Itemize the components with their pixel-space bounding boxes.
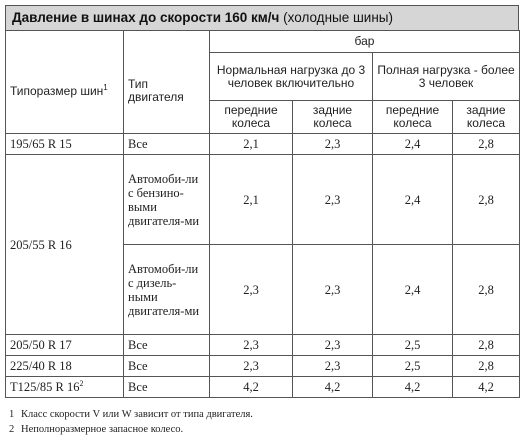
cell-engine: Все: [123, 376, 210, 398]
header-front-full: передние колеса: [372, 100, 453, 134]
table-row: 195/65 R 15 Все 2,1 2,3 2,4 2,8: [5, 133, 521, 155]
footnotes: 1 Класс скорости V или W зависит от типа …: [9, 407, 253, 437]
table-row: Автомоби-ли с дизель-ными двигателя-ми 2…: [6, 244, 521, 335]
cell-value: 2,1: [209, 133, 293, 155]
cell-engine: Все: [123, 355, 210, 377]
cell-value: 2,3: [292, 334, 373, 356]
title-normal: (холодные шины): [279, 10, 394, 25]
cell-size: 195/65 R 15: [5, 133, 124, 155]
cell-value: 2,3: [209, 355, 293, 377]
cell-value: 2,3: [292, 154, 373, 245]
header-rear-normal: задние колеса: [292, 100, 373, 134]
cell-value: 2,8: [451, 133, 521, 155]
cell-engine: Автомоби-ли с дизель-ными двигателя-ми: [123, 244, 210, 335]
table-row: T125/85 R 162 Все 4,2 4,2 4,2 4,2: [5, 376, 521, 398]
title-bold: Давление в шинах до скорости 160 км/ч: [12, 10, 280, 25]
header-rear-full: задние колеса: [451, 100, 521, 134]
cell-size: 205/55 R 16: [5, 154, 124, 335]
table-row: 225/40 R 18 Все 2,3 2,3 2,5 2,8: [5, 355, 521, 377]
cell-value: 2,1: [209, 154, 293, 245]
cell-size: T125/85 R 162: [5, 376, 124, 398]
cell-value: 2,8: [451, 334, 521, 356]
cell-size: 205/50 R 17: [5, 334, 124, 356]
cell-value: 2,8: [451, 355, 521, 377]
cell-engine: Все: [123, 334, 210, 356]
table-title: Давление в шинах до скорости 160 км/ч (х…: [5, 5, 519, 30]
cell-value: 2,8: [451, 154, 521, 245]
cell-value: 4,2: [372, 376, 453, 398]
footnote: 2 Неполноразмерное запасное колесо.: [9, 424, 184, 435]
cell-value: 4,2: [209, 376, 293, 398]
cell-value: 2,3: [292, 244, 373, 335]
header-row-load: Нормальная нагрузка до 3 человек включит…: [6, 52, 521, 101]
cell-value: 2,5: [372, 334, 453, 356]
cell-value: 2,5: [372, 355, 453, 377]
cell-value: 2,8: [451, 244, 521, 335]
cell-value: 2,3: [209, 334, 293, 356]
table-row: 205/50 R 17 Все 2,3 2,3 2,5 2,8: [5, 334, 521, 356]
header-full-load: Полная нагрузка - более 3 человек: [371, 52, 521, 101]
pressure-table-container: Давление в шинах до скорости 160 км/ч (х…: [5, 5, 521, 398]
cell-engine: Автомоби-ли с бензино-выми двигателя-ми: [123, 154, 210, 245]
cell-value: 4,2: [451, 376, 521, 398]
header-tire-size: Типоразмер шин1: [5, 30, 124, 134]
cell-engine: Все: [123, 133, 210, 155]
cell-value: 2,3: [209, 244, 293, 335]
cell-value: 2,3: [292, 133, 373, 155]
tire-pressure-table: Типоразмер шин1 Тип двигателя бар Нормал…: [5, 30, 521, 398]
header-front-normal: передние колеса: [209, 100, 293, 134]
footnote: 1 Класс скорости V или W зависит от типа …: [9, 409, 253, 420]
cell-value: 4,2: [292, 376, 373, 398]
header-row-axle: передние колеса задние колеса передние к…: [6, 100, 521, 134]
header-normal-load: Нормальная нагрузка до 3 человек включит…: [209, 52, 373, 101]
table-row: 205/55 R 16 Автомоби-ли с бензино-выми д…: [5, 154, 521, 335]
cell-size: 225/40 R 18: [5, 355, 124, 377]
cell-value: 2,4: [372, 133, 453, 155]
header-engine-type: Тип двигателя: [123, 30, 210, 134]
header-unit: бар: [208, 30, 521, 53]
cell-value: 2,4: [372, 244, 453, 335]
header-row-unit: Типоразмер шин1 Тип двигателя бар: [5, 30, 521, 134]
cell-value: 2,4: [372, 154, 453, 245]
cell-value: 2,3: [292, 355, 373, 377]
